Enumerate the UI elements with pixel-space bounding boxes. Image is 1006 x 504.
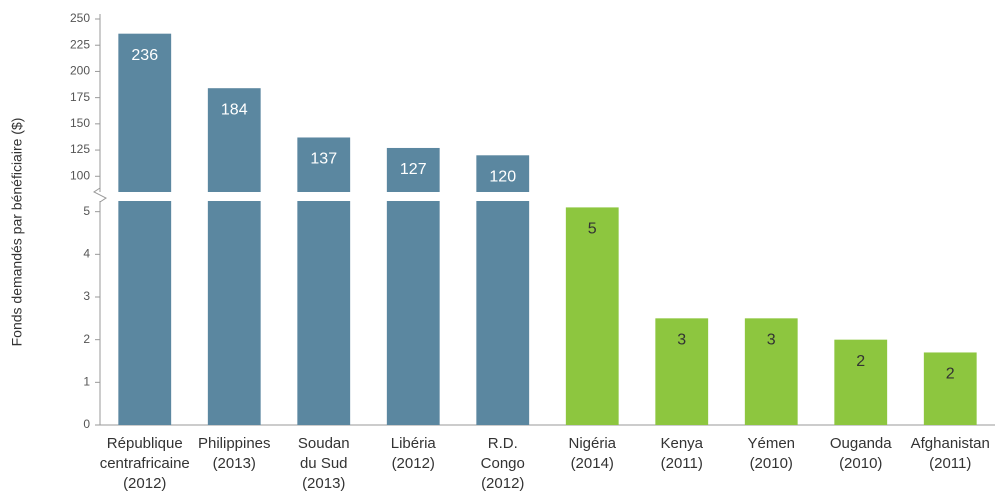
bar [207, 201, 261, 425]
x-tick-label: (2011) [929, 455, 971, 472]
bar [386, 147, 440, 192]
y-tick-label: 5 [83, 204, 90, 218]
x-tick-label: Libéria [391, 435, 437, 452]
bar [297, 201, 351, 425]
bar [207, 88, 261, 192]
y-tick-label: 3 [83, 289, 90, 303]
x-tick-label: (2012) [392, 455, 435, 472]
bar [297, 137, 351, 192]
x-tick-label: (2012) [481, 475, 524, 492]
y-tick-label: 0 [83, 417, 90, 431]
bar [923, 352, 977, 425]
value-label: 2 [856, 353, 865, 370]
x-tick-label: Soudan [298, 435, 350, 452]
x-tick-label: (2012) [123, 475, 166, 492]
value-label: 3 [677, 332, 686, 349]
x-tick-label: Ouganda [830, 435, 892, 452]
x-tick-label: (2010) [750, 455, 793, 472]
value-label: 5 [588, 221, 597, 238]
x-tick-label: République [107, 435, 183, 452]
x-tick-label: du Sud [300, 455, 348, 472]
x-tick-label: (2013) [213, 455, 256, 472]
y-axis-label: Fonds demandés par bénéficiaire ($) [9, 118, 25, 347]
bar [655, 318, 709, 425]
x-tick-label: Philippines [198, 435, 271, 452]
x-tick-label: (2010) [839, 455, 882, 472]
x-tick-label: Kenya [660, 435, 703, 452]
x-tick-label: (2011) [661, 455, 703, 472]
x-tick-label: Congo [481, 455, 525, 472]
x-tick-label: (2013) [302, 475, 345, 492]
y-tick-label: 125 [70, 142, 90, 156]
x-tick-label: Afghanistan [911, 435, 990, 452]
x-tick-label: Yémen [747, 435, 795, 452]
y-tick-label: 225 [70, 37, 90, 51]
y-tick-label: 1 [83, 375, 90, 389]
value-label: 137 [310, 151, 337, 168]
bar [118, 33, 172, 192]
bar [834, 339, 888, 425]
x-tick-label: (2014) [571, 455, 614, 472]
y-tick-label: 2 [83, 332, 90, 346]
x-tick-label: R.D. [488, 435, 518, 452]
value-label: 127 [400, 161, 427, 178]
bar [476, 201, 530, 425]
value-label: 120 [489, 169, 516, 186]
value-label: 184 [221, 101, 248, 118]
x-tick-label: centrafricaine [100, 455, 190, 472]
y-tick-label: 175 [70, 90, 90, 104]
axis-break [93, 187, 107, 203]
bar [386, 201, 440, 425]
bar [565, 207, 619, 425]
y-tick-label: 100 [70, 168, 90, 182]
value-label: 3 [767, 332, 776, 349]
y-tick-label: 250 [70, 11, 90, 25]
bar [476, 155, 530, 192]
bar [118, 201, 172, 425]
value-label: 2 [946, 366, 955, 383]
y-tick-label: 150 [70, 116, 90, 130]
value-label: 236 [131, 47, 158, 64]
y-tick-label: 4 [83, 247, 90, 261]
y-tick-label: 200 [70, 64, 90, 78]
bar [744, 318, 798, 425]
x-tick-label: Nigéria [568, 435, 616, 452]
